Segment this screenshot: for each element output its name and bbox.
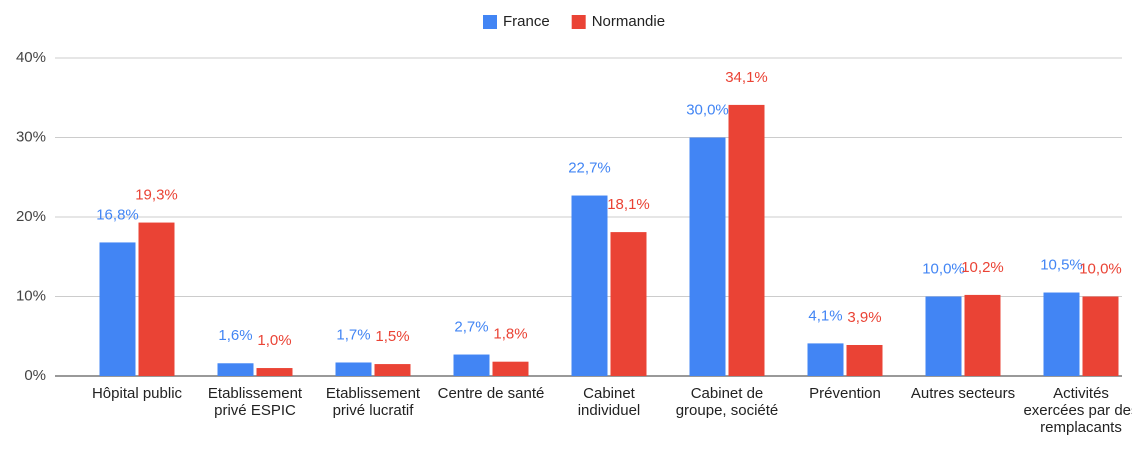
data-label: 1,7% — [336, 326, 370, 343]
data-label: 10,0% — [922, 260, 965, 277]
data-label: 30,0% — [686, 101, 729, 118]
bar — [453, 354, 490, 376]
bar — [689, 137, 726, 376]
bar — [1043, 292, 1080, 376]
bar — [1082, 296, 1119, 376]
bar — [807, 343, 844, 376]
data-label: 22,7% — [568, 160, 611, 177]
data-label: 10,5% — [1040, 256, 1083, 273]
data-label: 4,1% — [808, 307, 842, 324]
bar — [964, 294, 1001, 376]
bar — [571, 195, 608, 376]
legend-swatch — [483, 15, 497, 29]
legend-label: France — [503, 13, 550, 30]
bar — [925, 296, 962, 376]
bar — [846, 344, 883, 376]
data-label: 19,3% — [135, 187, 178, 204]
bar — [374, 364, 411, 376]
y-tick-label: 40% — [16, 49, 46, 66]
data-label: 18,1% — [607, 196, 650, 213]
data-label: 10,0% — [1079, 260, 1122, 277]
data-label: 1,5% — [375, 328, 409, 345]
data-label: 1,8% — [493, 326, 527, 343]
bar — [610, 232, 647, 376]
x-tick-label: Prévention — [809, 385, 881, 402]
data-label: 3,9% — [847, 309, 881, 326]
data-label: 10,2% — [961, 259, 1004, 276]
y-tick-label: 0% — [24, 367, 46, 384]
x-tick-label: Autres secteurs — [910, 385, 1016, 402]
bar — [138, 222, 175, 376]
data-label: 1,0% — [257, 332, 291, 349]
bar — [728, 104, 765, 376]
x-tick-label: Activités exercées par des remplacants — [1023, 385, 1132, 436]
data-label: 34,1% — [725, 69, 768, 86]
y-tick-label: 30% — [16, 128, 46, 145]
legend-swatch — [571, 15, 586, 29]
legend-label: Normandie — [592, 13, 665, 30]
x-tick-label: Etablissement privé ESPIC — [207, 385, 303, 419]
y-tick-label: 20% — [16, 208, 46, 225]
x-tick-label: Cabinet individuel — [577, 385, 641, 419]
x-tick-label: Cabinet de groupe, société — [675, 385, 779, 419]
x-tick-label: Centre de santé — [437, 385, 545, 402]
bar — [335, 362, 372, 376]
x-tick-label: Etablissement privé lucratif — [325, 385, 421, 419]
x-tick-label: Hôpital public — [91, 385, 183, 402]
bar — [99, 242, 136, 376]
bar — [217, 363, 254, 376]
data-label: 16,8% — [96, 206, 139, 223]
y-tick-label: 10% — [16, 287, 46, 304]
bar — [492, 361, 529, 376]
data-label: 1,6% — [218, 327, 252, 344]
bar — [256, 368, 293, 376]
data-label: 2,7% — [454, 319, 488, 336]
